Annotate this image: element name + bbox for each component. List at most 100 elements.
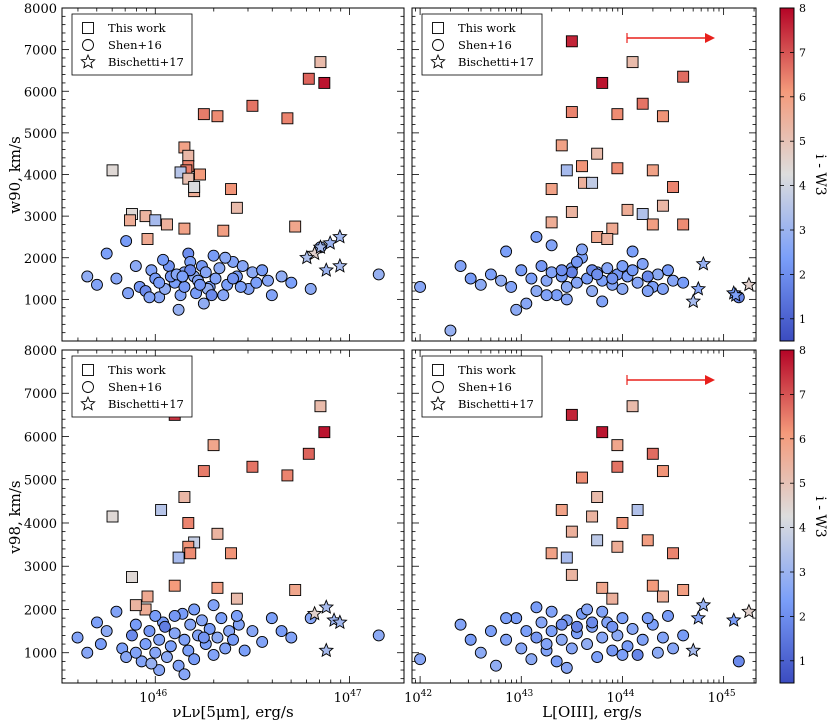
point-shen16 bbox=[160, 651, 173, 664]
point-this-work bbox=[211, 527, 224, 540]
y-tick-label: 2000 bbox=[24, 603, 57, 618]
point-shen16 bbox=[265, 289, 278, 302]
point-shen16 bbox=[120, 651, 133, 664]
point-shen16 bbox=[250, 276, 263, 289]
point-this-work bbox=[596, 581, 609, 594]
point-this-work bbox=[560, 164, 573, 177]
point-this-work bbox=[667, 547, 679, 560]
point-this-work bbox=[576, 160, 588, 173]
point-this-work bbox=[178, 222, 191, 235]
point-shen16 bbox=[581, 638, 593, 651]
point-this-work bbox=[621, 203, 634, 216]
point-shen16 bbox=[153, 276, 166, 289]
point-this-work bbox=[141, 590, 154, 603]
point-this-work bbox=[314, 56, 327, 69]
point-this-work bbox=[596, 76, 609, 89]
point-this-work bbox=[302, 72, 315, 85]
point-bischetti17 bbox=[727, 287, 744, 302]
point-this-work bbox=[545, 183, 558, 196]
axes-frame bbox=[61, 7, 405, 342]
point-shen16 bbox=[626, 622, 639, 635]
legend: This work Shen+16 Bischetti+17 bbox=[421, 13, 543, 76]
point-this-work bbox=[184, 547, 197, 560]
point-shen16 bbox=[510, 612, 523, 625]
point-shen16 bbox=[275, 270, 288, 283]
point-shen16 bbox=[662, 610, 674, 622]
axes-frame bbox=[411, 7, 757, 342]
point-this-work bbox=[246, 460, 259, 473]
point-this-work bbox=[631, 504, 644, 516]
legend-marker-square bbox=[82, 22, 94, 34]
point-bischetti17 bbox=[306, 605, 323, 621]
point-shen16 bbox=[454, 618, 467, 631]
colorbar-top-label: i - W3 bbox=[812, 154, 828, 195]
point-shen16 bbox=[515, 264, 528, 277]
point-bischetti17 bbox=[312, 239, 329, 254]
x-tick-label: 1045 bbox=[708, 689, 736, 706]
axes-frame bbox=[411, 349, 757, 684]
colorbar-top: i - W3 1 2 3 4 5 6 7 8 bbox=[779, 2, 828, 342]
point-this-work bbox=[591, 534, 604, 547]
point-shen16 bbox=[219, 642, 232, 655]
point-shen16 bbox=[230, 610, 243, 622]
point-shen16 bbox=[149, 646, 162, 659]
y-tick-label: 1000 bbox=[24, 647, 57, 662]
colorbar-tick-label: 2 bbox=[799, 610, 806, 623]
point-shen16 bbox=[530, 631, 543, 644]
point-shen16 bbox=[651, 646, 664, 659]
point-this-work bbox=[178, 491, 191, 503]
point-shen16 bbox=[565, 642, 578, 655]
point-shen16 bbox=[565, 266, 578, 279]
point-this-work bbox=[586, 510, 599, 523]
point-shen16 bbox=[545, 605, 558, 618]
point-shen16 bbox=[211, 631, 224, 644]
point-this-work bbox=[565, 568, 578, 581]
legend-entry: Bischetti+17 bbox=[108, 55, 184, 69]
point-this-work bbox=[626, 56, 639, 69]
point-shen16 bbox=[110, 272, 123, 285]
point-shen16 bbox=[540, 289, 553, 302]
legend-marker-square bbox=[82, 364, 94, 376]
point-this-work bbox=[565, 408, 578, 421]
point-shen16 bbox=[188, 653, 201, 666]
point-shen16 bbox=[586, 285, 599, 297]
panel-top-left: 1000 2000 3000 4000 5000 6000 7000 8000 This wor… bbox=[24, 2, 405, 342]
point-shen16 bbox=[591, 268, 604, 281]
colorbar-tick-label: 8 bbox=[799, 2, 806, 15]
point-shen16 bbox=[500, 612, 513, 625]
point-shen16 bbox=[525, 272, 538, 285]
x-tick-label: 1043 bbox=[505, 689, 533, 706]
point-shen16 bbox=[265, 612, 278, 625]
point-this-work bbox=[246, 99, 259, 112]
x-tick-label: 1042 bbox=[404, 689, 432, 706]
legend-marker-star bbox=[430, 395, 446, 411]
point-this-work bbox=[656, 590, 669, 603]
point-shen16 bbox=[246, 625, 259, 638]
point-shen16 bbox=[545, 625, 558, 638]
colorbar-tick-label: 3 bbox=[799, 224, 806, 237]
point-shen16 bbox=[515, 642, 528, 655]
colorbar-tick-label: 7 bbox=[799, 46, 806, 59]
point-shen16 bbox=[530, 285, 543, 297]
point-shen16 bbox=[153, 633, 166, 646]
point-this-work bbox=[641, 534, 654, 547]
point-shen16 bbox=[464, 633, 477, 646]
point-bischetti17 bbox=[695, 596, 712, 612]
point-shen16 bbox=[505, 280, 518, 293]
point-this-work bbox=[182, 517, 195, 529]
point-shen16 bbox=[732, 655, 745, 668]
point-shen16 bbox=[616, 260, 629, 273]
point-shen16 bbox=[474, 278, 487, 291]
legend-marker-star bbox=[80, 53, 96, 69]
colorbar-tick-label: 6 bbox=[799, 433, 806, 446]
point-shen16 bbox=[195, 614, 208, 627]
point-shen16 bbox=[510, 303, 523, 316]
point-shen16 bbox=[194, 278, 206, 291]
ylabel-top: w90, km/s bbox=[6, 136, 24, 214]
point-this-work bbox=[172, 551, 185, 564]
point-shen16 bbox=[570, 255, 583, 268]
point-this-work bbox=[174, 166, 187, 179]
colorbar-bottom: i - W3 1 2 3 4 5 6 7 8 bbox=[779, 344, 828, 684]
point-this-work bbox=[611, 460, 624, 473]
point-shen16 bbox=[560, 280, 573, 293]
